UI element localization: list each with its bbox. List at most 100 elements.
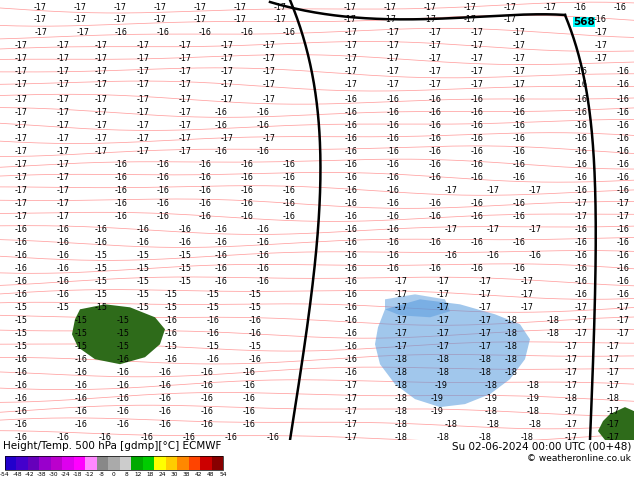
Text: -16: -16 [470,160,484,169]
Text: -17: -17 [574,199,588,208]
Text: -17: -17 [179,54,191,63]
Text: -17: -17 [486,186,500,195]
Text: -17: -17 [221,41,233,50]
Text: -17: -17 [564,407,578,416]
Bar [28,456,39,470]
Bar [97,456,108,470]
Text: -16: -16 [56,251,70,260]
Text: -17: -17 [479,316,491,325]
Text: -16: -16 [214,147,228,156]
Text: -17: -17 [344,3,356,12]
Text: -16: -16 [257,121,269,130]
Text: -16: -16 [429,160,441,169]
Text: -16: -16 [157,173,169,182]
Text: -15: -15 [94,264,108,273]
Text: -15: -15 [136,277,150,286]
Text: -17: -17 [56,212,70,221]
Text: -17: -17 [512,54,526,63]
Text: -16: -16 [616,186,630,195]
Text: -16: -16 [387,134,399,143]
Text: -17: -17 [136,134,150,143]
Text: -17: -17 [387,54,399,63]
Text: -16: -16 [240,186,254,195]
Text: -16: -16 [266,433,280,441]
Text: -17: -17 [394,329,408,338]
Text: -17: -17 [387,41,399,50]
Text: -16: -16 [512,134,526,143]
Text: -17: -17 [56,186,70,195]
Text: -16: -16 [141,433,153,441]
Text: -17: -17 [34,16,46,24]
Text: -16: -16 [115,186,127,195]
Text: -16: -16 [115,173,127,182]
Text: -16: -16 [115,28,127,37]
Text: -17: -17 [616,316,630,325]
Text: -16: -16 [75,368,87,377]
Text: -17: -17 [344,41,358,50]
Text: -16: -16 [200,407,214,416]
Text: -15: -15 [94,277,108,286]
Text: -17: -17 [262,54,276,63]
Bar [188,456,200,470]
Text: -18: -18 [394,368,408,377]
Text: -17: -17 [574,212,588,221]
Text: -16: -16 [512,173,526,182]
Text: -16: -16 [616,225,630,234]
Text: -16: -16 [344,303,358,312]
Text: -17: -17 [479,277,491,286]
Text: -17: -17 [179,147,191,156]
Text: -16: -16 [574,186,588,195]
Text: -17: -17 [394,342,408,351]
Text: -17: -17 [15,186,27,195]
Text: -17: -17 [574,329,588,338]
Text: -16: -16 [574,147,588,156]
Text: -17: -17 [56,147,70,156]
Bar [39,456,51,470]
Text: -17: -17 [424,16,436,24]
Text: -18: -18 [607,393,619,403]
Text: -17: -17 [344,16,356,24]
Text: -16: -16 [117,407,129,416]
Text: -17: -17 [387,28,399,37]
Text: -16: -16 [470,212,484,221]
Text: -17: -17 [470,54,484,63]
Text: -17: -17 [56,95,70,104]
Text: -17: -17 [394,316,408,325]
Text: -16: -16 [243,419,256,429]
Text: -18: -18 [564,393,578,403]
Text: -16: -16 [574,251,588,260]
Text: -17: -17 [436,277,450,286]
Text: -16: -16 [15,277,27,286]
Text: -17: -17 [436,342,450,351]
Text: 54: 54 [219,472,227,477]
Text: -16: -16 [214,225,228,234]
Text: -16: -16 [56,264,70,273]
Text: -16: -16 [243,381,256,390]
Text: -15: -15 [179,251,191,260]
Text: -16: -16 [344,121,358,130]
Text: -17: -17 [221,54,233,63]
Text: -16: -16 [344,342,358,351]
Text: -17: -17 [512,67,526,76]
Text: -17: -17 [94,80,108,89]
Text: -16: -16 [574,173,588,182]
Text: -17: -17 [424,3,436,12]
Text: -16: -16 [574,80,588,89]
Text: -8: -8 [99,472,105,477]
Text: -16: -16 [198,212,211,221]
Text: -17: -17 [574,303,588,312]
Text: -16: -16 [616,95,630,104]
Text: -15: -15 [15,303,27,312]
Text: -17: -17 [15,134,27,143]
Text: -17: -17 [616,329,630,338]
Text: -15: -15 [249,342,261,351]
Text: -16: -16 [117,368,129,377]
Text: -17: -17 [344,419,358,429]
Text: -16: -16 [616,251,630,260]
Text: -17: -17 [463,3,477,12]
Text: -15: -15 [75,342,87,351]
Text: -16: -16 [165,329,178,338]
Text: -17: -17 [179,41,191,50]
Text: -16: -16 [616,160,630,169]
Text: -16: -16 [257,238,269,247]
